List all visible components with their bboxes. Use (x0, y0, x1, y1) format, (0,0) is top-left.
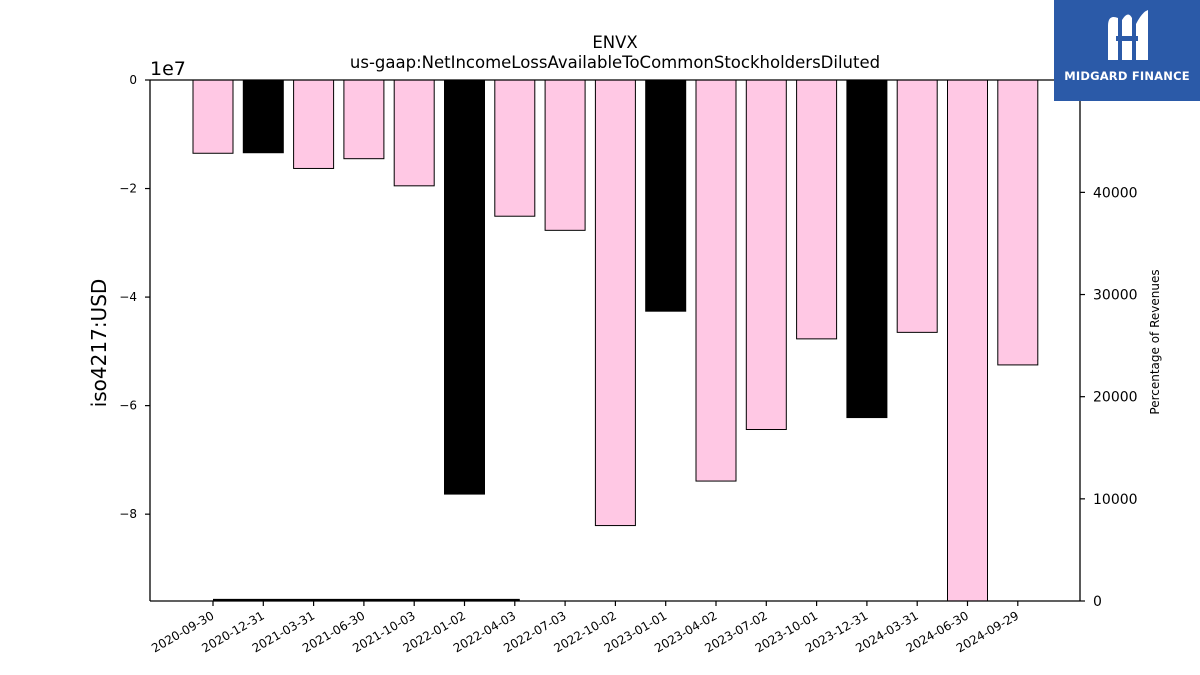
bar-2021-10-03 (393, 79, 435, 187)
bar-2023-01-01 (645, 79, 687, 312)
bar-2023-07-02 (745, 79, 787, 431)
y-axis-label: iso4217:USD (87, 279, 111, 408)
bar-2023-10-01 (796, 79, 838, 340)
y-offset-label: 1e7 (150, 58, 186, 80)
bar-2021-03-31 (293, 79, 335, 169)
bar-2021-06-30 (343, 79, 385, 160)
y-tick-label: −2 (119, 182, 137, 196)
y-tick-label: −8 (119, 507, 137, 521)
y2-axis-label: Percentage of Revenues (1148, 269, 1162, 414)
y2-tick-label: 0 (1093, 594, 1102, 610)
y-tick-label: −6 (119, 399, 137, 413)
y2-tick-label: 10000 (1093, 492, 1138, 508)
y2-tick-label: 40000 (1093, 185, 1138, 201)
bar-2022-07-03 (544, 79, 586, 231)
bar-2022-10-02 (594, 79, 636, 527)
bar-2022-01-02 (444, 79, 485, 495)
bars-group (192, 79, 1039, 602)
midgard-finance-logo: MIDGARD FINANCE (1054, 0, 1200, 101)
y-tick-label: −4 (119, 290, 137, 304)
y2-ticks: 0 10000 20000 30000 40000 (1080, 185, 1138, 610)
y2-tick-label: 20000 (1093, 390, 1138, 406)
bar-2024-06-30 (947, 79, 988, 602)
logo-text: MIDGARD FINANCE (1064, 69, 1190, 83)
chart-title: ENVX (592, 33, 637, 52)
x-ticks: 2020-09-302020-12-312021-03-312021-06-30… (149, 601, 1021, 655)
y-ticks: 0 −2 −4 −6 −8 (119, 73, 150, 521)
y2-tick-label: 30000 (1093, 288, 1138, 304)
midgard-logo-icon (1108, 10, 1148, 61)
bar-2020-12-31 (242, 79, 284, 154)
bar-2023-12-31 (846, 79, 888, 419)
y-tick-label: 0 (129, 73, 137, 87)
bar-2023-04-02 (695, 79, 737, 482)
chart-subtitle: us-gaap:NetIncomeLossAvailableToCommonSt… (350, 53, 880, 72)
bar-2020-09-30 (192, 79, 234, 154)
bar-2024-03-31 (896, 79, 938, 333)
bar-2022-04-03 (494, 79, 536, 217)
bar-2024-09-29 (997, 79, 1039, 366)
